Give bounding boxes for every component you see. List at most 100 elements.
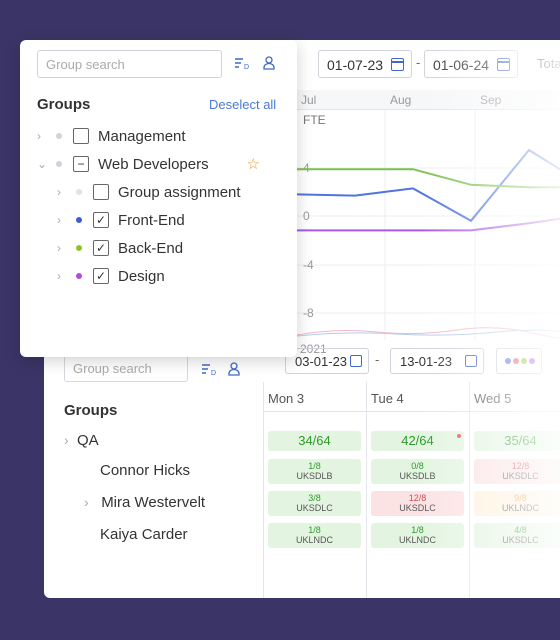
group-label: Back-End	[118, 239, 184, 257]
allocation-code: UKSDLC	[502, 471, 539, 481]
tree-row[interactable]: ⌄ − Web Developers ☆	[37, 152, 277, 176]
group-color-dot	[56, 133, 62, 139]
groups-title: Groups	[37, 96, 91, 113]
day-label: Tue 4	[371, 391, 404, 406]
month-label: Jul	[301, 93, 317, 107]
group-checkbox[interactable]	[73, 128, 89, 144]
color-legend-button[interactable]	[496, 348, 542, 374]
user-icon[interactable]	[228, 362, 240, 381]
total-label: Tota	[537, 56, 560, 71]
tree-row[interactable]: › Management	[37, 124, 277, 148]
calendar-icon[interactable]	[391, 58, 404, 71]
legend-dot	[521, 358, 527, 364]
day-label: Wed 5	[474, 391, 512, 406]
allocation-cell[interactable]: 12/8 UKSDLC	[474, 459, 560, 484]
group-checkbox[interactable]: ✓	[93, 212, 109, 228]
allocation-value: 1/8	[308, 461, 321, 471]
schedule-date-from[interactable]: 03-01-23	[285, 348, 369, 374]
star-icon[interactable]: ☆	[246, 156, 260, 173]
group-label: QA	[77, 432, 99, 449]
allocation-code: UKSDLC	[502, 535, 539, 545]
group-checkbox[interactable]: ✓	[93, 268, 109, 284]
allocation-value: 0/8	[411, 461, 424, 471]
group-color-dot	[56, 161, 62, 167]
sort-d-icon[interactable]: D	[201, 362, 217, 381]
chevron-right-icon[interactable]: ›	[57, 241, 61, 255]
y-tick-label: 0	[303, 209, 310, 223]
group-checkbox[interactable]	[93, 184, 109, 200]
person-row[interactable]: Kaiya Carder	[100, 526, 188, 543]
deselect-all-link[interactable]: Deselect all	[209, 97, 277, 112]
sort-d-icon[interactable]: D	[234, 56, 250, 75]
allocation-value: 4/8	[514, 525, 527, 535]
month-label: Sep	[480, 93, 502, 107]
calendar-icon[interactable]	[350, 355, 362, 367]
svg-text:D: D	[211, 370, 216, 376]
allocation-cell[interactable]: 4/8 UKSDLC	[474, 523, 560, 548]
grid-divider	[469, 382, 470, 598]
date-separator: -	[416, 55, 421, 70]
allocation-cell[interactable]: 12/8 UKSDLC	[371, 491, 464, 516]
chart-toolbar: 01-07-23 - 01-06-24 Tota	[297, 40, 560, 90]
tree-row[interactable]: › ✓ Design	[57, 264, 277, 288]
allocation-value: 9/8	[514, 493, 527, 503]
series-line-1	[297, 168, 560, 189]
lower-group-search-input[interactable]: Group search	[64, 354, 188, 382]
chevron-right-icon[interactable]: ›	[37, 129, 41, 143]
group-color-dot	[76, 217, 82, 223]
allocation-cell[interactable]: 3/8 UKSDLC	[268, 491, 361, 516]
allocation-value: 1/8	[308, 525, 321, 535]
group-label: Front-End	[118, 211, 185, 229]
schedule-groups-title: Groups	[64, 402, 118, 419]
summary-cell[interactable]: 34/64	[268, 431, 361, 451]
allocation-cell[interactable]: 9/8 UKLNDC	[474, 491, 560, 516]
fte-line-chart: FTE 4 0 -4 -8	[297, 110, 560, 340]
tree-row[interactable]: › Group assignment	[57, 180, 277, 204]
chevron-right-icon[interactable]: ›	[84, 494, 89, 510]
summary-cell[interactable]: 35/64	[474, 431, 560, 451]
allocation-code: UKSDLC	[296, 503, 333, 513]
person-label: Mira Westervelt	[101, 494, 206, 511]
chevron-right-icon[interactable]: ›	[57, 185, 61, 199]
allocation-cell[interactable]: 1/8 UKLNDC	[268, 523, 361, 548]
group-search-input[interactable]: Group search	[37, 50, 222, 78]
allocation-cell[interactable]: 1/8 UKSDLB	[268, 459, 361, 484]
group-label: Web Developers	[98, 155, 209, 173]
chevron-down-icon[interactable]: ⌄	[37, 157, 48, 171]
group-checkbox[interactable]: ✓	[93, 240, 109, 256]
allocation-code: UKSDLC	[399, 503, 436, 513]
allocation-cell[interactable]: 0/8 UKSDLB	[371, 459, 464, 484]
allocation-value: 3/8	[308, 493, 321, 503]
allocation-code: UKLNDC	[295, 535, 333, 545]
group-color-dot	[76, 273, 82, 279]
chart-date-from[interactable]: 01-07-23	[318, 50, 412, 78]
person-row[interactable]: Connor Hicks	[100, 462, 191, 479]
calendar-icon[interactable]	[465, 355, 477, 367]
allocation-code: UKSDLB	[399, 471, 436, 481]
tree-row[interactable]: › ✓ Front-End	[57, 208, 277, 232]
user-icon[interactable]	[263, 56, 275, 75]
date-separator: -	[375, 352, 380, 367]
chart-date-to-value: 01-06-24	[433, 57, 490, 73]
group-color-dot	[76, 245, 82, 251]
chevron-right-icon[interactable]: ›	[57, 269, 61, 283]
schedule-date-from-value: 03-01-23	[295, 354, 348, 369]
schedule-date-to[interactable]: 13-01-23	[390, 348, 484, 374]
group-color-dot	[76, 189, 82, 195]
allocation-cell[interactable]: 1/8 UKLNDC	[371, 523, 464, 548]
chevron-right-icon[interactable]: ›	[64, 432, 69, 448]
y-tick-label: -8	[303, 306, 314, 320]
series-line-2	[297, 217, 560, 232]
grid-divider	[263, 382, 264, 598]
y-axis-title: FTE	[303, 113, 326, 127]
allocation-value: 1/8	[411, 525, 424, 535]
group-checkbox[interactable]: −	[73, 156, 89, 172]
chevron-right-icon[interactable]: ›	[57, 213, 61, 227]
series-line-0	[297, 148, 560, 223]
summary-cell[interactable]: 42/64	[371, 431, 464, 451]
calendar-icon[interactable]	[497, 58, 510, 71]
tree-row[interactable]: › ✓ Back-End	[57, 236, 277, 260]
chart-date-to[interactable]: 01-06-24	[424, 50, 518, 78]
person-row[interactable]: › Mira Westervelt	[84, 494, 205, 511]
schedule-group-qa[interactable]: › QA	[64, 432, 99, 449]
